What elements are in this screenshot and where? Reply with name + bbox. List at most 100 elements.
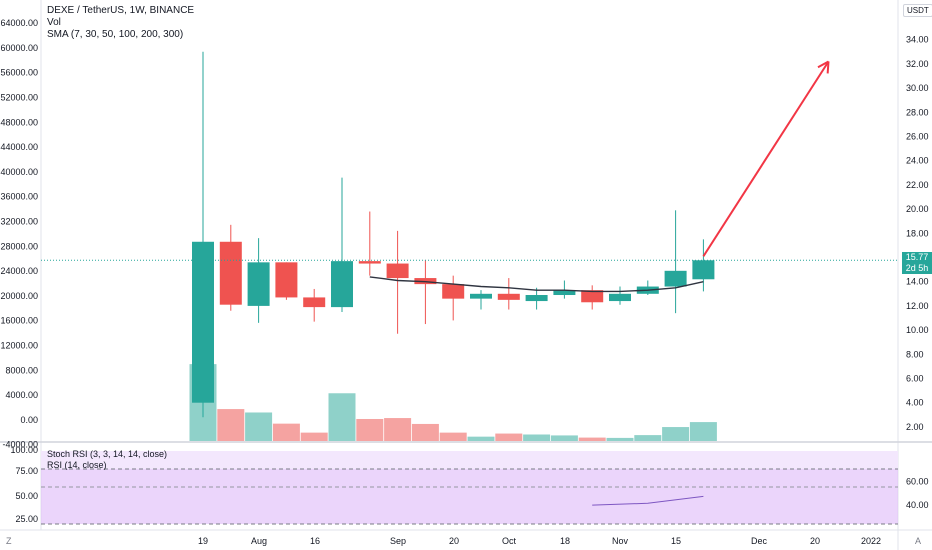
candle-body [192,241,214,403]
candle-body [386,263,409,279]
time-tick: Oct [502,536,517,546]
volume-tick: 8000.00 [5,365,38,375]
stoch-rsi-legend[interactable]: Stoch RSI (3, 3, 14, 14, close) [47,449,168,459]
sma-legend[interactable]: SMA (7, 30, 50, 100, 200, 300) [47,29,184,40]
stoch-rsi-band-top [41,451,898,469]
time-tick: 20 [449,536,459,546]
price-tick: 14.00 [906,277,929,287]
price-tick: 34.00 [906,35,929,45]
arrow-shaft [702,60,830,257]
volume-legend[interactable]: Vol [47,17,61,28]
candle-body [525,295,548,302]
volume-bar [606,437,634,441]
arrow-head [826,61,830,74]
bar-countdown: 2d 5h [905,263,929,273]
price-tick: 32.00 [906,59,929,69]
candle-body [219,241,242,305]
volume-tick: 56000.00 [0,68,38,78]
rsi-tick: 60.00 [906,477,929,487]
price-tick: 2.00 [906,422,924,432]
time-tick: 16 [310,536,320,546]
volume-bar [245,412,273,441]
volume-bar [689,422,717,441]
stoch-tick: 50.00 [15,491,38,501]
time-tick: Sep [390,536,406,546]
price-tick: 12.00 [906,301,929,311]
volume-tick: 28000.00 [0,241,38,251]
rsi-polyline [592,495,704,506]
stoch-tick: 25.00 [15,514,38,524]
price-tick: 20.00 [906,204,929,214]
volume-bar [495,433,523,441]
sma-line[interactable] [369,276,704,293]
stoch-tick: 75.00 [15,466,38,476]
candle-body [609,293,631,302]
volume-bar [634,435,662,441]
volume-tick: 44000.00 [0,142,38,152]
zoom-button[interactable]: Z [6,536,12,546]
candle-body [581,290,604,303]
sma-polyline [369,276,704,293]
candle-body [692,260,715,280]
volume-tick: -4000.00 [2,440,38,450]
volume-tick: 4000.00 [5,390,38,400]
candle-body [275,262,298,298]
volume-tick: 12000.00 [0,341,38,351]
price-tick: 8.00 [906,349,924,359]
auto-scale-button[interactable]: A [915,536,922,546]
price-tick: 24.00 [906,156,929,166]
volume-tick: 0.00 [20,415,38,425]
volume-tick: 52000.00 [0,93,38,103]
volume-bar [272,423,300,441]
price-tick: 4.00 [906,398,924,408]
candle-body [303,297,326,308]
candlesticks[interactable] [41,51,898,418]
volume-bar [384,418,412,441]
volume-tick: 36000.00 [0,192,38,202]
price-tick: 10.00 [906,325,929,335]
candle-body [358,261,381,264]
volume-bar [439,432,467,441]
time-tick: 20 [810,536,820,546]
currency-badge[interactable]: USDT [903,4,932,17]
volume-bar [578,437,606,441]
candle-body [331,261,353,308]
symbol-title[interactable]: DEXE / TetherUS, 1W, BINANCE [47,5,195,16]
candle-body [664,270,687,287]
volume-bar [217,409,245,441]
time-tick: Dec [751,536,768,546]
time-tick: 2022 [861,536,881,546]
volume-bar [411,423,439,441]
price-tick: 30.00 [906,83,929,93]
volume-bar [328,393,356,441]
price-tick: 28.00 [906,107,929,117]
time-tick: 15 [671,536,681,546]
volume-tick: 40000.00 [0,167,38,177]
candle-body [247,262,270,306]
arrow-head [817,60,829,69]
volume-bar [356,418,384,441]
time-tick: Aug [251,536,267,546]
price-tick: 18.00 [906,228,929,238]
volume-tick: 20000.00 [0,291,38,301]
last-price-value: 15.77 [905,252,929,262]
time-tick: 19 [198,536,208,546]
volume-bar [467,436,495,441]
candle-body [470,293,492,299]
volume-bars [189,364,717,441]
candle-body [553,290,576,296]
rsi-line[interactable] [592,495,704,506]
volume-bar [662,427,690,441]
volume-tick: 32000.00 [0,217,38,227]
annotation-arrow[interactable] [702,60,830,257]
stoch-tick: 100.00 [10,445,38,455]
axis-ticks: 2.004.006.008.0010.0012.0014.0016.0018.0… [0,18,928,546]
volume-tick: 60000.00 [0,43,38,53]
rsi-legend[interactable]: RSI (14, close) [47,460,107,470]
price-tick: 22.00 [906,180,929,190]
time-tick: Nov [612,536,629,546]
price-tick: 6.00 [906,374,924,384]
price-tick: 26.00 [906,132,929,142]
volume-bar [550,435,578,441]
